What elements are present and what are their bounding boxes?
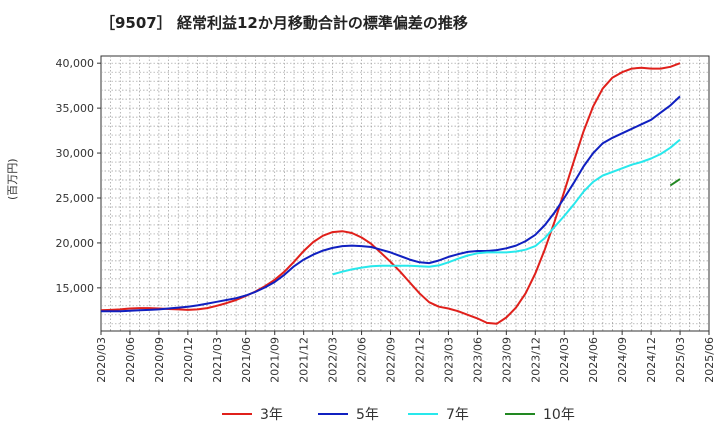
y-tick-label: 15,000 (56, 282, 95, 295)
x-tick-label: 2021/06 (240, 337, 253, 383)
plot-area (100, 55, 710, 332)
y-tick-label: 30,000 (56, 147, 95, 160)
x-tick-label: 2021/12 (298, 337, 311, 383)
x-tick-label: 2020/03 (95, 337, 108, 383)
x-tick-label: 2022/09 (385, 337, 398, 383)
series-line (100, 62, 681, 325)
x-tick-label: 2023/03 (442, 337, 455, 383)
x-tick-label: 2020/12 (182, 337, 195, 383)
x-tick-label: 2024/09 (616, 337, 629, 383)
y-tick-label: 35,000 (56, 102, 95, 115)
series-line (332, 138, 681, 276)
x-tick-label: 2022/12 (413, 337, 426, 383)
legend-label: 7年 (446, 407, 469, 423)
x-tick-label: 2024/03 (558, 337, 571, 383)
x-tick-label: 2022/03 (327, 337, 340, 383)
x-tick-label: 2025/03 (674, 337, 687, 383)
x-tick-label: 2020/09 (153, 337, 166, 383)
legend-label: 10年 (543, 407, 575, 423)
series-line (101, 95, 681, 313)
y-tick-label: 20,000 (56, 237, 95, 250)
series-line (669, 178, 681, 187)
legend-label: 3年 (260, 407, 283, 423)
x-tick-label: 2021/09 (269, 337, 282, 383)
x-tick-label: 2023/09 (500, 337, 513, 383)
x-tick-label: 2022/06 (356, 337, 369, 383)
chart-title: ［9507］ 経常利益12か月移動合計の標準偏差の推移 (100, 14, 468, 32)
x-tick-label: 2025/06 (703, 337, 716, 383)
x-tick-label: 2020/06 (124, 337, 137, 383)
x-tick-label: 2023/12 (529, 337, 542, 383)
x-tick-label: 2024/12 (645, 337, 658, 383)
x-tick-label: 2024/06 (587, 337, 600, 383)
x-tick-label: 2021/03 (211, 337, 224, 383)
y-tick-label: 40,000 (56, 57, 95, 70)
legend-label: 5年 (356, 407, 379, 423)
x-tick-label: 2023/06 (471, 337, 484, 383)
y-tick-label: 25,000 (56, 192, 95, 205)
